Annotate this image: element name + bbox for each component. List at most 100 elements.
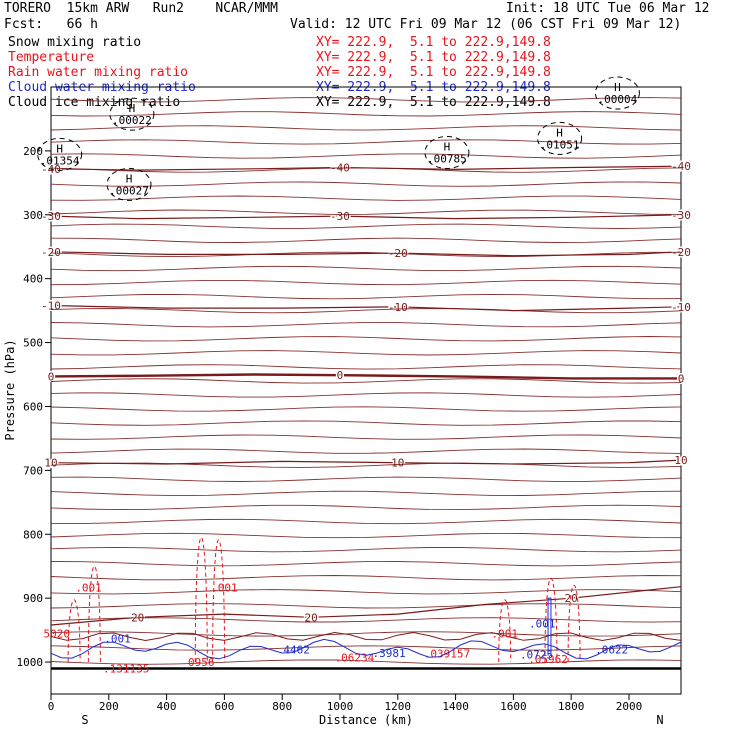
isotherm-line: [50, 373, 681, 380]
theta-contour: [50, 251, 681, 258]
boundary-contour: [50, 631, 682, 642]
snow-max-marker: H: [126, 172, 133, 185]
isotherm-label: 20: [565, 592, 578, 605]
y-tick-label: 600: [23, 400, 43, 413]
y-tick-label: 1000: [17, 656, 44, 669]
rain-contour: [87, 566, 101, 663]
field-cloudice-xy: XY= 222.9, 5.1 to 222.9,149.8: [316, 95, 551, 110]
rain-label: .06234: [335, 652, 375, 665]
isotherm-label: -10: [41, 300, 61, 313]
theta-contour: [50, 125, 682, 131]
rain-contour: [567, 585, 581, 663]
isotherm-label: 0: [337, 369, 344, 382]
snow-contour: [109, 97, 155, 131]
y-tick-label: 900: [23, 592, 43, 605]
isotherm-label: 10: [44, 457, 57, 470]
snow-max-marker: H: [556, 126, 563, 139]
isotherm-label: -30: [330, 210, 350, 223]
isotherm-line: [50, 304, 682, 312]
theta-contour: [50, 448, 682, 454]
theta-contour: [50, 237, 682, 243]
x-tick-label: 1800: [558, 700, 585, 713]
theta-contour: [50, 406, 682, 412]
y-tick-label: 700: [23, 464, 43, 477]
isotherm-label: -20: [41, 246, 61, 259]
snow-max-marker: H: [614, 81, 621, 94]
theta-contour: [50, 181, 682, 187]
isotherm-label: -10: [388, 301, 408, 314]
model-title: TORERO 15km ARW Run2 NCAR/MMM: [4, 1, 278, 16]
theta-contour: [50, 603, 682, 609]
temperature-isotherm-group: -40 -40 -40-30 -30 -30-20 -20 -20-10 -10 -100 0 01…: [40, 159, 693, 626]
field-snow-name: Snow mixing ratio: [8, 35, 142, 50]
isotherm-line: [50, 214, 682, 220]
rain-contour: [212, 539, 226, 663]
snow-max-value: .00027: [109, 184, 149, 197]
theta-contour: [50, 561, 682, 567]
theta-contour: [50, 532, 682, 539]
snow-max-value: .00022: [112, 114, 152, 127]
cloud-water-label: .3981: [373, 647, 406, 660]
x-axis-label: Distance (km): [319, 713, 413, 727]
isotherm-label: -40: [671, 160, 691, 173]
rain-label: .05962: [528, 653, 568, 666]
y-axis-label: Pressure (hPa): [3, 339, 17, 440]
theta-contour: [50, 476, 682, 482]
rain-contour: [194, 537, 208, 663]
snow-max-value: .01051: [540, 138, 580, 151]
isotherm-line: [50, 165, 682, 171]
isotherm-label: -30: [671, 209, 691, 222]
cloud-water-label: .0725: [520, 648, 553, 661]
isotherm-label: 10: [674, 454, 687, 467]
cloud-water-contour: [50, 638, 682, 660]
rain-contour: [498, 599, 512, 663]
theta-contour: [51, 518, 682, 525]
rain-label: .039157: [424, 648, 470, 661]
theta-contour: [50, 575, 682, 581]
snow-max-value: .01354: [40, 154, 80, 167]
theta-contour: [50, 111, 682, 117]
theta-contour: [50, 223, 682, 229]
x-tick-label: 400: [157, 700, 177, 713]
snow-contour: [37, 137, 83, 171]
theta-contour: [50, 645, 682, 651]
theta-contour: [50, 659, 682, 665]
init-time: Init: 18 UTC Tue 06 Mar 12: [506, 1, 710, 16]
y-tick-label: 400: [23, 273, 43, 286]
rain-contour: [544, 577, 558, 663]
theta-contour: [50, 364, 682, 370]
rain-label: .001: [75, 581, 102, 594]
isotherm-label: 0: [678, 372, 685, 385]
theta-contour: [50, 322, 682, 328]
x-tick-label: 600: [214, 700, 234, 713]
isotherm-label: 10: [391, 457, 404, 470]
theta-contour: [50, 209, 682, 215]
isotherm-label: -30: [41, 210, 61, 223]
theta-contour: [50, 392, 682, 398]
theta-contour: [50, 279, 682, 286]
snow-max-marker: H: [444, 140, 451, 153]
theta-contour: [50, 153, 682, 159]
theta-contour: [50, 434, 682, 440]
cloud-water-label: .001: [529, 618, 556, 631]
snow-contour: [537, 121, 583, 155]
theta-contour: [50, 350, 682, 356]
theta-contour: [50, 617, 682, 623]
field-temp-name: Temperature: [8, 50, 95, 65]
y-tick-label: 800: [23, 528, 43, 541]
isotherm-label: 0: [48, 370, 55, 383]
theta-contour: [50, 462, 682, 468]
field-snow-xy: XY= 222.9, 5.1 to 222.9,149.8: [316, 35, 551, 50]
theta-contour: [50, 139, 682, 145]
snow-max-marker: H: [56, 142, 63, 155]
cloud-water-tower: [547, 597, 552, 656]
rain-label: .131135: [103, 662, 149, 675]
isotherm-line: [50, 586, 682, 626]
axis-ticks: 0 200 400 600 800 1000 1200 1400 1600 1800 2000200…: [17, 145, 643, 713]
x-end-left-label: S: [81, 713, 88, 727]
x-tick-label: 1400: [442, 700, 469, 713]
theta-contour: [50, 195, 682, 201]
theta-contour: [50, 546, 682, 553]
snow-contour: [594, 76, 640, 110]
